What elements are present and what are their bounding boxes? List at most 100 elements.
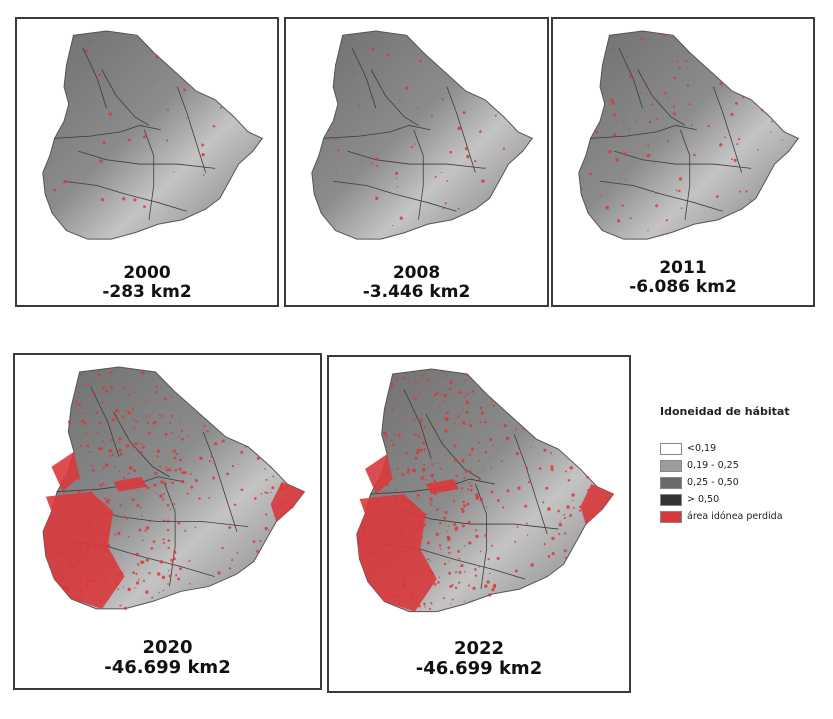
lost-area-speck <box>208 497 211 500</box>
lost-area-speck <box>433 479 436 483</box>
lost-area-speck <box>489 572 491 575</box>
lost-area-speck <box>474 160 477 163</box>
legend-label: 0,25 - 0,50 <box>687 477 739 488</box>
lost-area-speck <box>163 397 167 401</box>
lost-area-speck <box>628 128 631 130</box>
lost-area-speck <box>464 146 469 151</box>
lost-area-speck <box>425 478 427 481</box>
lost-area-speck <box>50 511 53 514</box>
lost-area-speck <box>80 444 83 448</box>
lost-area-speck <box>162 519 166 522</box>
lost-area-speck <box>78 392 81 395</box>
lost-area-speck <box>378 565 380 567</box>
lost-area-speck <box>468 453 471 457</box>
lost-area-speck <box>446 530 448 533</box>
lost-area-speck <box>382 564 386 568</box>
lost-area-speck <box>264 491 267 494</box>
lost-area-speck <box>414 456 418 461</box>
lost-area-speck <box>423 523 427 527</box>
lost-area-speck <box>648 120 652 124</box>
lost-area-speck <box>183 88 187 92</box>
lost-area-speck <box>458 570 462 574</box>
river-line <box>403 388 432 460</box>
lost-area-speck <box>91 464 94 467</box>
lost-area-speck <box>345 82 347 85</box>
lost-area-speck <box>80 419 85 423</box>
lost-area-speck <box>390 439 393 442</box>
lost-area-speck <box>415 402 418 405</box>
lost-area-speck <box>736 143 739 146</box>
lost-area-speck <box>446 535 450 539</box>
lost-area-speck <box>502 506 505 509</box>
lost-area-speck <box>392 557 395 561</box>
lost-area-speck <box>122 476 126 480</box>
lost-area-speck <box>647 144 650 147</box>
lost-area-speck <box>236 552 239 554</box>
uruguay-map <box>42 366 306 610</box>
lost-area-speck <box>68 505 71 508</box>
lost-area-speck <box>118 437 122 441</box>
lost-area-speck <box>403 596 407 600</box>
lost-area-speck <box>214 442 218 446</box>
lost-area-speck <box>745 190 748 193</box>
lost-area-speck <box>462 111 466 115</box>
river-line <box>112 411 170 478</box>
lost-area-speck <box>426 378 430 382</box>
lost-area-speck <box>493 583 496 587</box>
lost-area-speck <box>231 465 235 468</box>
map-area-loss: -283 km2 <box>102 281 192 302</box>
lost-area-speck <box>137 578 140 581</box>
lost-area-speck <box>291 506 294 509</box>
lost-area-speck <box>162 493 165 496</box>
lost-area-speck <box>605 205 610 210</box>
lost-area-speck <box>563 517 567 520</box>
lost-area-speck <box>672 112 676 116</box>
lost-area-speck <box>63 179 67 184</box>
lost-area-speck <box>95 411 99 414</box>
lost-area-speck <box>139 506 142 509</box>
legend-item: 0,19 - 0,25 <box>660 457 830 474</box>
lost-area-speck <box>201 152 205 157</box>
lost-area-speck <box>420 420 423 423</box>
lost-area-speck <box>173 456 177 460</box>
lost-area-speck <box>281 488 284 491</box>
lost-area-speck <box>98 421 102 425</box>
lost-area-speck <box>194 479 199 483</box>
lost-area-speck <box>162 538 165 541</box>
lost-area-speck <box>628 86 631 89</box>
lost-area-speck <box>133 418 135 421</box>
lost-area-speck <box>454 570 457 573</box>
lost-area-speck <box>155 55 159 59</box>
lost-area-speck <box>421 536 424 538</box>
lost-area-speck <box>409 504 413 507</box>
legend-swatch <box>660 442 682 455</box>
lost-area-speck <box>428 569 433 573</box>
lost-area-speck <box>627 183 630 186</box>
lost-area-speck <box>571 499 574 502</box>
lost-area-speck <box>569 514 573 517</box>
lost-area-speck <box>586 475 590 479</box>
lost-area-speck <box>123 515 127 519</box>
legend-swatch <box>660 459 682 472</box>
lost-area-speck <box>368 578 371 580</box>
lost-area-speck <box>369 516 374 520</box>
lost-area-speck <box>416 498 418 500</box>
lost-area-speck <box>198 420 200 422</box>
lost-area-speck <box>122 586 125 588</box>
lost-area-speck <box>89 492 92 494</box>
lost-area-speck <box>749 199 752 201</box>
lost-area-speck <box>99 573 102 575</box>
lost-area-speck <box>442 597 446 600</box>
lost-area-speck <box>385 483 389 487</box>
lost-area-speck <box>264 468 266 470</box>
lost-area-speck <box>422 441 426 445</box>
lost-area-speck <box>685 119 688 121</box>
lost-area-speck <box>374 509 377 512</box>
lost-area-speck <box>496 557 500 560</box>
lost-area-speck <box>364 570 368 573</box>
lost-area-speck <box>142 135 147 139</box>
lost-area-speck <box>155 492 157 494</box>
lost-area-speck <box>152 540 156 544</box>
lost-area-speck <box>173 503 176 505</box>
lost-area-speck <box>395 171 399 176</box>
